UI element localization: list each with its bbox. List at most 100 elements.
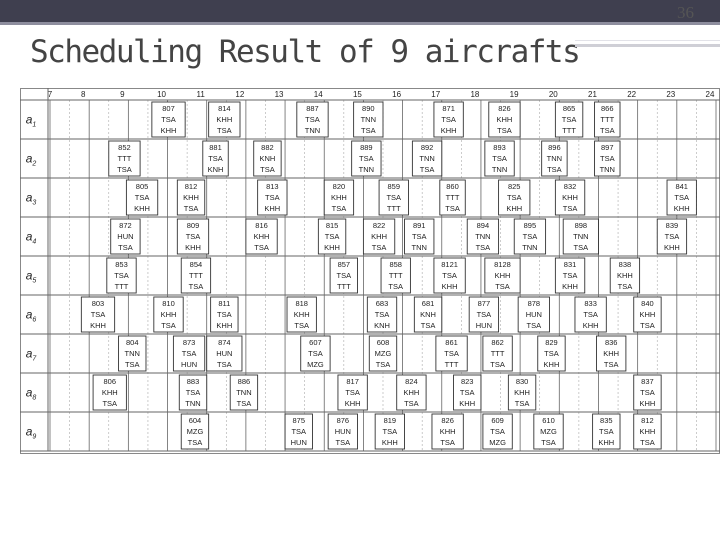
aircraft-label-letter: a xyxy=(26,152,33,166)
flight-box xyxy=(180,257,212,294)
flight-origin: KHH xyxy=(640,427,656,436)
flight-destination: TSA xyxy=(189,282,204,291)
flight-number: 609 xyxy=(491,416,504,425)
flight-number: 837 xyxy=(641,377,654,386)
flight-box xyxy=(208,101,241,138)
flight-destination: TSA xyxy=(260,165,275,174)
flight-destination: TSA xyxy=(336,438,351,447)
flight-destination: KHH xyxy=(640,399,656,408)
aircraft-label: a7 xyxy=(26,347,38,363)
time-tick-label: 12 xyxy=(235,90,244,99)
flight-number: 853 xyxy=(115,260,128,269)
flight-destination: KHH xyxy=(598,438,614,447)
flight-destination: KHH xyxy=(324,243,340,252)
time-tick-label: 8 xyxy=(81,90,86,99)
flight-box xyxy=(411,140,443,177)
flight-origin: TTT xyxy=(491,349,505,358)
flight-number: 811 xyxy=(218,299,230,308)
aircraft-label-letter: a xyxy=(26,347,33,361)
flight-destination: TSA xyxy=(445,204,460,213)
flight-box xyxy=(507,374,537,411)
flight-origin: KNH xyxy=(260,154,276,163)
flight-destination: TSA xyxy=(102,399,117,408)
flight-destination: TSA xyxy=(161,321,176,330)
flight-box xyxy=(453,374,482,411)
flight-box xyxy=(300,335,331,372)
flight-number: 607 xyxy=(309,338,322,347)
time-tick-label: 9 xyxy=(120,90,125,99)
flight-number: 865 xyxy=(563,104,576,113)
flight-number: 806 xyxy=(103,377,116,386)
flight-destination: TTT xyxy=(387,204,401,213)
flight-box xyxy=(253,140,282,177)
flight-number: 830 xyxy=(516,377,529,386)
flight-box xyxy=(468,296,500,333)
flight-box xyxy=(337,374,368,411)
flight-destination: TTT xyxy=(115,282,129,291)
flight-origin: TSA xyxy=(208,154,223,163)
flight-box xyxy=(351,140,382,177)
flight-box xyxy=(108,140,141,177)
aircraft-label: a1 xyxy=(26,113,37,129)
flight-destination: KNH xyxy=(374,321,390,330)
flight-box xyxy=(574,296,607,333)
slide-page-number: 36 xyxy=(677,3,694,22)
flight-origin: MZG xyxy=(540,427,557,436)
flight-box xyxy=(202,140,229,177)
flight-origin: KNH xyxy=(420,310,436,319)
flight-box xyxy=(396,374,427,411)
flight-destination: TSA xyxy=(372,243,387,252)
flight-box xyxy=(554,257,586,294)
flight-origin: TNN xyxy=(419,154,434,163)
flight-number: 807 xyxy=(162,104,175,113)
flight-box xyxy=(482,413,513,450)
flight-number: 860 xyxy=(446,182,459,191)
aircraft-label: a3 xyxy=(26,191,37,207)
flight-origin: TSA xyxy=(161,115,176,124)
aircraft-label-letter: a xyxy=(26,386,33,400)
flight-number: 896 xyxy=(548,143,561,152)
title-decorative-rule-thin xyxy=(575,40,720,41)
aircraft-label: a6 xyxy=(26,308,37,324)
flight-origin: TSA xyxy=(337,271,352,280)
flight-box xyxy=(353,101,384,138)
flight-origin: KHH xyxy=(102,388,118,397)
time-tick-label: 19 xyxy=(510,90,519,99)
flight-number: 809 xyxy=(187,221,200,230)
flight-destination: TTT xyxy=(337,282,351,291)
flight-destination: KHH xyxy=(185,243,201,252)
flight-destination: HUN xyxy=(476,321,492,330)
flight-box xyxy=(435,335,468,372)
flight-box xyxy=(656,218,688,255)
flight-box xyxy=(125,179,159,216)
flight-origin: TSA xyxy=(665,232,680,241)
time-tick-label: 15 xyxy=(353,90,362,99)
flight-origin: TSA xyxy=(599,427,614,436)
flight-box xyxy=(176,179,206,216)
flight-destination: TSA xyxy=(420,165,435,174)
flight-destination: TNN xyxy=(522,243,537,252)
flight-destination: KHH xyxy=(382,438,398,447)
flight-number: 839 xyxy=(666,221,679,230)
aircraft-label: a2 xyxy=(26,152,37,168)
flight-origin: KHH xyxy=(216,115,232,124)
flight-destination: TSA xyxy=(217,360,232,369)
flight-box xyxy=(327,413,358,450)
flight-box xyxy=(317,218,347,255)
flight-box xyxy=(118,335,147,372)
flight-number: 604 xyxy=(189,416,202,425)
flight-number: 872 xyxy=(119,221,132,230)
aircraft-label-letter: a xyxy=(26,425,33,439)
flight-destination: TSA xyxy=(117,165,132,174)
title-decorative-rule xyxy=(575,44,720,47)
time-tick-label: 23 xyxy=(666,90,675,99)
flight-origin: KHH xyxy=(403,388,419,397)
flight-number: 894 xyxy=(477,221,490,230)
flight-box xyxy=(366,296,398,333)
flight-destination: TSA xyxy=(421,321,436,330)
aircraft-label-letter: a xyxy=(26,230,33,244)
flight-origin: TNN xyxy=(236,388,251,397)
flight-box xyxy=(206,335,243,372)
flight-destination: TSA xyxy=(640,438,655,447)
flight-origin: TTT xyxy=(389,271,403,280)
